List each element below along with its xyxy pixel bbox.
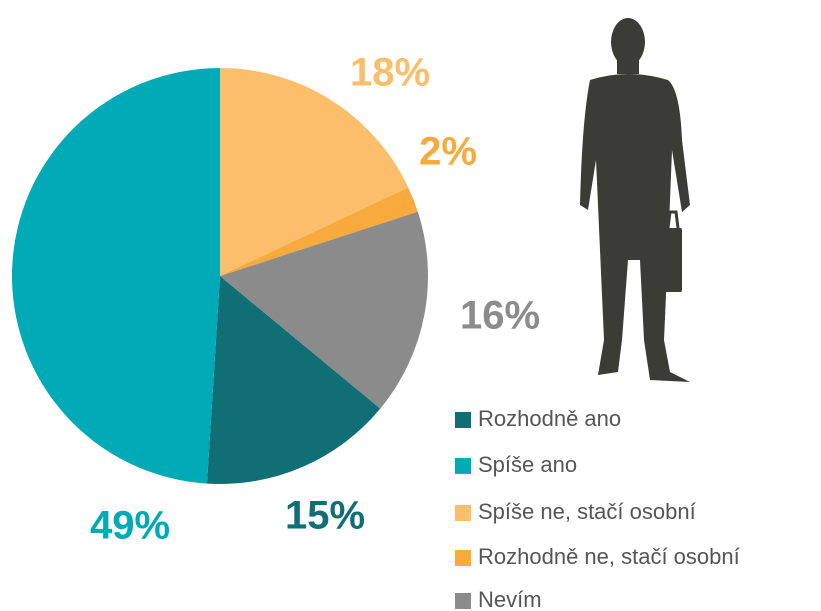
businessman-icon (580, 18, 690, 382)
pie (12, 68, 428, 484)
legend-swatch (455, 458, 471, 474)
legend-label: Spíše ano (478, 452, 577, 477)
legend-label: Rozhodně ano (478, 406, 621, 431)
legend: Rozhodně ano Spíše ano Spíše ne, stačí oso… (455, 406, 740, 611)
value-label: 2% (419, 130, 477, 174)
value-label: 16% (460, 294, 540, 338)
chart: Rozhodně ano Spíše ano Spíše ne, stačí oso… (0, 0, 821, 611)
value-label: 18% (350, 51, 430, 95)
value-label: 49% (90, 504, 170, 548)
page: Rozhodně ano Spíše ano Spíše ne, stačí oso… (0, 0, 821, 611)
legend-label: Nevím (478, 587, 542, 611)
legend-label: Spíše ne, stačí osobní (478, 499, 696, 524)
legend-label: Rozhodně ne, stačí osobní (478, 544, 740, 569)
legend-swatch (455, 412, 471, 428)
value-label: 15% (285, 494, 365, 538)
legend-swatch (455, 550, 471, 566)
pie-slice (12, 68, 220, 484)
legend-swatch (455, 505, 471, 521)
legend-swatch (455, 593, 471, 609)
